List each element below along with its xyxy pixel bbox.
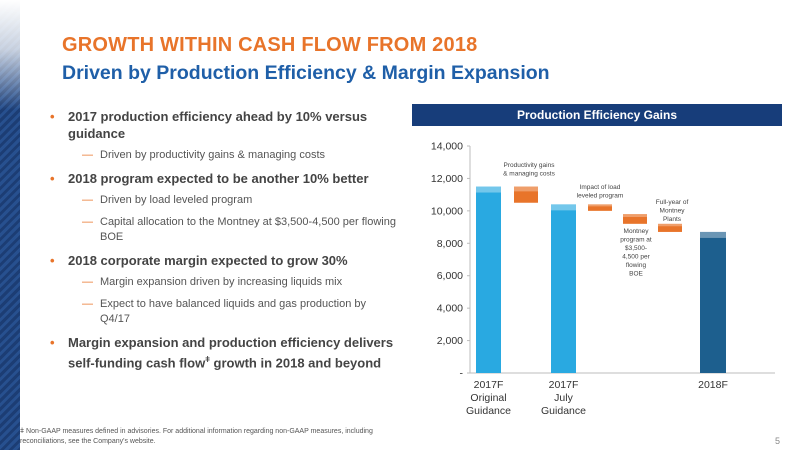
- y-tick-label: 8,000: [437, 238, 463, 250]
- page-title: GROWTH WITHIN CASH FLOW FROM 2018: [62, 34, 478, 56]
- delta-annotation: Montney: [624, 228, 650, 235]
- x-category-label: Original: [470, 392, 506, 404]
- x-category-label: 2018F: [698, 379, 728, 391]
- bar-delta: [623, 214, 647, 224]
- delta-annotation: flowing: [626, 262, 647, 269]
- sub-bullet-item: — Capital allocation to the Montney at $3…: [48, 215, 398, 245]
- sub-bullet-text: Margin expansion driven by increasing li…: [100, 276, 343, 288]
- delta-annotation: leveled program: [577, 193, 624, 200]
- dash-icon: —: [82, 194, 93, 206]
- bullet-dot-icon: •: [50, 335, 55, 350]
- decorative-side-strip: [0, 0, 20, 450]
- bullet-text: 2017 production efficiency ahead by 10% …: [68, 109, 368, 141]
- delta-annotation: Montney: [660, 208, 686, 215]
- bar-delta: [588, 204, 612, 211]
- delta-annotation: Full-year of: [656, 199, 689, 206]
- sub-bullet-text: Driven by productivity gains & managing …: [100, 149, 325, 161]
- y-tick-label: 4,000: [437, 303, 463, 315]
- x-category-label: 2017F: [549, 379, 579, 391]
- bullet-dot-icon: •: [50, 109, 55, 124]
- delta-annotation: Plants: [663, 216, 682, 223]
- dash-icon: —: [82, 276, 93, 288]
- bullet-item: • 2018 program expected to be another 10%…: [48, 170, 398, 187]
- delta-annotation: & managing costs: [503, 171, 555, 178]
- x-category-label: 2017F: [474, 379, 504, 391]
- dash-icon: —: [82, 216, 93, 228]
- bullet-item: • 2017 production efficiency ahead by 10%…: [48, 108, 398, 142]
- bar-highlight: [514, 186, 538, 192]
- sub-bullet-text: Capital allocation to the Montney at $3,…: [100, 216, 396, 243]
- footnote: ǂ Non-GAAP measures defined in advisorie…: [20, 428, 373, 445]
- sub-bullet-item: — Driven by load leveled program: [48, 193, 398, 208]
- bar-highlight: [588, 204, 612, 207]
- y-tick-label: -: [460, 368, 464, 380]
- y-tick-label: 12,000: [431, 173, 463, 185]
- bar-highlight: [623, 214, 647, 218]
- y-tick-label: 2,000: [437, 335, 463, 347]
- delta-annotation: BOE: [629, 271, 643, 278]
- delta-annotation: $3,500-: [625, 245, 647, 252]
- bullet-text: Margin expansion and production efficien…: [68, 335, 394, 371]
- chart-header: Production Efficiency Gains: [412, 104, 782, 126]
- bar-total: [476, 186, 501, 373]
- bullet-text: 2018 corporate margin expected to grow 3…: [68, 253, 348, 268]
- bullet-item: • 2018 corporate margin expected to grow …: [48, 252, 398, 269]
- x-category-label: Guidance: [541, 405, 586, 417]
- bullet-item: • Margin expansion and production efficie…: [48, 334, 398, 371]
- sub-bullet-item: — Expect to have balanced liquids and gas…: [48, 297, 398, 327]
- bar-total: [551, 204, 576, 373]
- bullet-dot-icon: •: [50, 253, 55, 268]
- delta-annotation: 4,500 per: [622, 254, 650, 261]
- x-category-label: July: [554, 392, 573, 404]
- bar-total: [700, 231, 726, 373]
- bullet-text-tail: growth in 2018 and beyond: [209, 355, 382, 371]
- dash-icon: —: [82, 298, 93, 310]
- y-tick-label: 14,000: [431, 141, 463, 153]
- sub-bullet-text: Expect to have balanced liquids and gas …: [100, 298, 367, 325]
- waterfall-chart: - 2,000 4,000 6,000 8,000 10,000 12,000 14,000 2…: [431, 141, 775, 417]
- page-subtitle: Driven by Production Efficiency & Margin…: [62, 62, 550, 84]
- bullet-dot-icon: •: [50, 171, 55, 186]
- sub-bullet-item: — Margin expansion driven by increasing l…: [48, 275, 398, 290]
- bar-delta: [658, 223, 682, 232]
- dash-icon: —: [82, 149, 93, 161]
- footnote-marker: ǂ: [205, 355, 210, 364]
- sub-bullet-text: Driven by load leveled program: [100, 194, 253, 206]
- delta-annotation: Productivity gains: [504, 162, 556, 169]
- page-number: 5: [774, 436, 780, 446]
- bar-highlight: [700, 231, 726, 238]
- y-tick-label: 10,000: [431, 205, 463, 217]
- bar-delta: [514, 186, 538, 203]
- y-tick-label: 6,000: [437, 270, 463, 282]
- bullet-text: 2018 program expected to be another 10% …: [68, 171, 369, 186]
- delta-annotation: Impact of load: [580, 184, 621, 191]
- sub-bullet-item: — Driven by productivity gains & managing…: [48, 148, 398, 163]
- bar-highlight: [551, 204, 576, 211]
- bar-highlight: [658, 223, 682, 227]
- bar-highlight: [476, 186, 501, 193]
- x-category-label: Guidance: [466, 405, 511, 417]
- bullet-list: • 2017 production efficiency ahead by 10%…: [48, 108, 398, 377]
- delta-annotation: program at: [620, 237, 652, 244]
